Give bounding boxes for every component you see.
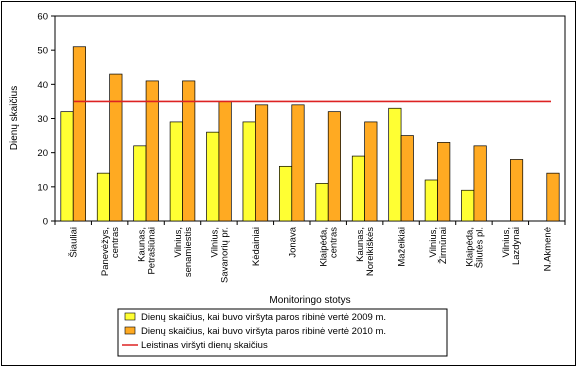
legend: Dienų skaičius, kai buvo viršyta paros r… (117, 308, 448, 357)
x-category-label: Šilutės pl. (474, 227, 485, 268)
x-category-label: Noreikiškės (365, 227, 376, 276)
bar-2010 (327, 111, 341, 222)
x-category-label: Vilnius, (173, 227, 184, 257)
x-category-label: Petrašiūnai (147, 227, 158, 275)
legend-box (117, 308, 448, 357)
y-tick-label: 60 (37, 12, 48, 23)
x-category-label: N.Akmenė (542, 227, 553, 271)
y-axis: 0 10 20 30 40 50 60 (37, 12, 55, 228)
bar-2010 (182, 80, 196, 222)
x-category-label: Kaunas, (137, 227, 148, 262)
bar-2010 (400, 135, 414, 222)
bar-2009 (315, 183, 329, 222)
bar-2009 (96, 172, 110, 222)
bar-2010 (218, 101, 232, 222)
legend-label-threshold: Leistinas viršyti dienų skaičius (141, 340, 268, 351)
x-category-label: Jonava (287, 226, 298, 257)
legend-swatch-2009 (124, 312, 136, 321)
y-axis-title: Dienų skaičius (9, 86, 20, 150)
x-category-label: senamiestis (183, 227, 194, 277)
y-tick-label: 50 (37, 46, 48, 57)
y-tick-label: 30 (37, 114, 48, 125)
bar-2009 (388, 107, 402, 222)
x-category-label: Kaunas, (355, 227, 366, 262)
x-axis-title: Monitoringo stotys (269, 295, 350, 306)
plot-area (54, 15, 566, 222)
x-category-label: Žirmūnai (438, 227, 449, 264)
bar-2010 (364, 121, 378, 222)
x-category-label: Vilnius, (209, 227, 220, 257)
x-category-label: Kėdainiai (251, 227, 262, 266)
bar-2010 (145, 80, 159, 222)
bar-2009 (133, 145, 147, 222)
bar-2010 (109, 73, 123, 222)
bar-2010 (72, 46, 86, 222)
x-category-label: Vilnius, (428, 227, 439, 257)
x-category-label: Vilnius, (501, 227, 512, 257)
legend-label-2010: Dienų skaičius, kai buvo viršyta paros r… (141, 326, 386, 337)
legend-label-2009: Dienų skaičius, kai buvo viršyta paros r… (141, 312, 386, 323)
x-category-label: centras (329, 227, 340, 258)
bar-2010 (437, 142, 451, 222)
bar-2009 (242, 121, 256, 222)
x-category-label: centras (110, 227, 121, 258)
bar-2009 (60, 111, 74, 222)
bar-2009 (461, 189, 475, 222)
bar-2009 (169, 121, 183, 222)
y-tick-label: 10 (37, 182, 48, 193)
y-tick-label: 0 (43, 217, 48, 228)
bar-2010 (546, 172, 560, 222)
x-category-label: Panevėžys, (100, 227, 111, 276)
y-tick-label: 40 (37, 80, 48, 91)
x-category-label: Klaipėda, (464, 227, 475, 267)
bar-2010 (510, 159, 524, 222)
bars-group (60, 46, 560, 222)
bar-2009 (279, 165, 293, 222)
bar-2009 (206, 131, 220, 222)
x-category-label: Šiauliai (69, 227, 80, 258)
x-axis: Šiauliai Panevėžys, centras Kaunas, Petrašiū… (54, 221, 566, 283)
bar-2010 (473, 145, 487, 222)
x-category-label: Lazdynai (511, 227, 522, 265)
legend-swatch-2010 (124, 326, 136, 335)
bar-2010 (291, 104, 305, 222)
bar-2009 (351, 155, 365, 222)
y-tick-label: 20 (37, 148, 48, 159)
bar-2009 (424, 179, 438, 222)
x-category-label: Mažeikiai (397, 227, 408, 267)
x-category-label: Klaipėda, (319, 227, 330, 267)
bar-2010 (255, 104, 269, 222)
x-category-label: Savanorių pr. (219, 227, 230, 283)
